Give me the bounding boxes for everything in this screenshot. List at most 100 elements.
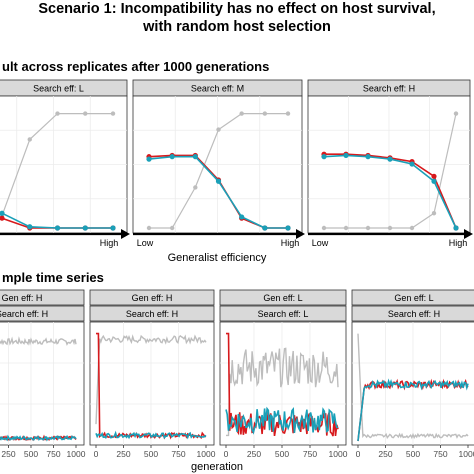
x-tick-label: 1000 (197, 449, 216, 459)
data-point-grey (146, 225, 152, 231)
x-tick-label: 750 (433, 449, 447, 459)
facet-strip (219, 289, 347, 306)
data-point-grey (262, 111, 268, 116)
x-axis-arrowhead (464, 229, 473, 239)
x-tick-label: 500 (24, 449, 38, 459)
x-tick-label: 750 (171, 449, 185, 459)
facet-strip-label: Search eff: L (33, 84, 84, 94)
data-point-grey (83, 111, 88, 116)
x-tick-label: 0 (224, 449, 229, 459)
data-point-grey (387, 225, 393, 231)
data-point-teal (239, 214, 245, 220)
facet-strip-label: Search eff: H (126, 309, 178, 319)
x-tick-label: 250 (378, 449, 392, 459)
x-tick-label: 250 (247, 449, 261, 459)
facet-strip-label: Search eff: H (0, 309, 48, 319)
data-point-grey (431, 211, 437, 216)
figure-title-line1: Scenario 1: Incompatibility has no effec… (38, 1, 436, 17)
data-point-teal (343, 152, 349, 159)
data-point-teal (431, 178, 437, 184)
x-tick-label: 0 (94, 449, 99, 459)
x-tick-label: High (281, 238, 300, 248)
x-tick-label: High (100, 238, 119, 248)
series-line-grey (226, 347, 339, 437)
x-tick-label: Low (137, 238, 154, 248)
data-point-grey (409, 225, 415, 231)
data-point-grey (216, 127, 221, 132)
x-axis-arrowhead (121, 229, 130, 239)
figure-title-line2: with random host selection (143, 19, 331, 35)
data-point-teal (82, 225, 88, 231)
x-tick-label: High (449, 238, 468, 248)
data-point-grey (169, 225, 175, 231)
facet-strip (89, 289, 215, 306)
data-point-grey (239, 111, 244, 116)
data-point-grey (453, 111, 459, 116)
facet-strip-label: Gen eff: L (263, 293, 302, 303)
facet-strip (351, 289, 474, 306)
x-tick-label: 250 (1, 449, 15, 459)
facet-strip-label: Search eff: H (388, 309, 440, 319)
facet-strip-label: Search eff: H (363, 84, 415, 94)
x-tick-label: 0 (356, 449, 361, 459)
series-line-grey (357, 333, 469, 440)
data-point-grey (55, 111, 60, 116)
series-line-grey (0, 336, 77, 346)
data-point-red (431, 173, 437, 179)
data-point-teal (285, 225, 291, 231)
facet-strip-label: Gen eff: L (394, 293, 433, 303)
data-point-teal (215, 178, 222, 184)
data-point-teal (27, 224, 33, 230)
data-point-teal (453, 225, 459, 231)
x-axis-title: generation (191, 461, 243, 473)
facet-strip (0, 289, 85, 306)
series-line-teal (95, 430, 207, 440)
data-point-red (0, 215, 5, 221)
facet-strip-label: Search eff: L (258, 309, 309, 319)
x-tick-label: 500 (275, 449, 289, 459)
x-tick-label: 500 (144, 449, 158, 459)
x-tick-label: 750 (46, 449, 60, 459)
data-point-grey (110, 111, 116, 116)
x-tick-label: 750 (303, 449, 317, 459)
data-point-teal (321, 154, 327, 160)
x-tick-label: 1000 (459, 449, 474, 459)
x-tick-label: Low (312, 238, 329, 248)
x-axis-title: Generalist efficiency (168, 252, 267, 264)
x-tick-label: 1000 (329, 449, 348, 459)
data-point-teal (262, 225, 268, 231)
data-point-teal (0, 210, 5, 216)
x-tick-label: 500 (406, 449, 420, 459)
data-point-grey (285, 111, 291, 116)
series-line-teal (0, 434, 77, 442)
series-line-teal (225, 406, 339, 435)
facet-strip (219, 305, 347, 322)
section-title-time-series: mple time series (2, 270, 104, 285)
series-line-teal (357, 378, 469, 442)
data-point-teal (110, 225, 116, 231)
data-point-teal (192, 154, 198, 160)
data-point-teal (146, 156, 152, 162)
data-point-grey (27, 137, 32, 142)
facet-strip-label: Gen eff: H (2, 293, 43, 303)
data-point-grey (193, 185, 198, 190)
data-point-teal (387, 156, 393, 162)
data-point-teal (169, 154, 175, 160)
x-tick-label: 250 (116, 449, 130, 459)
data-point-grey (343, 225, 349, 231)
data-point-teal (54, 225, 61, 231)
x-axis-arrowhead (296, 229, 305, 239)
facet-strip (351, 305, 474, 322)
facet-strip (0, 305, 85, 322)
facet-strip-label: Gen eff: H (132, 293, 173, 303)
data-point-teal (365, 154, 371, 160)
data-point-grey (321, 225, 327, 231)
data-point-teal (409, 161, 415, 167)
x-tick-label: 1000 (67, 449, 86, 459)
series-line-grey (95, 334, 207, 425)
facet-strip-label: Search eff: M (191, 84, 244, 94)
section-title-replicates: ult across replicates after 1000 generat… (2, 59, 270, 74)
data-point-grey (365, 225, 371, 231)
facet-strip (89, 305, 215, 322)
